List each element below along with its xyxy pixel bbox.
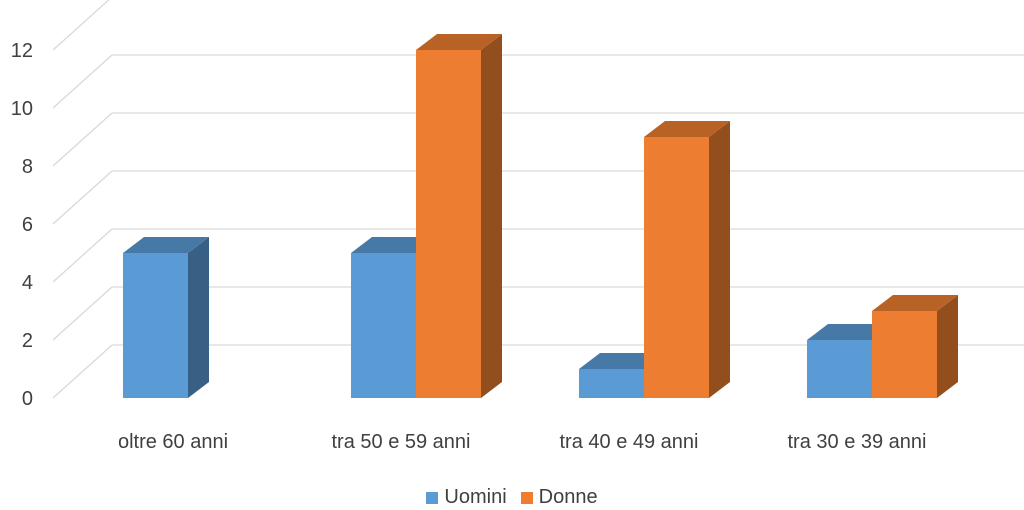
legend-swatch-uomini bbox=[426, 491, 439, 504]
bar-donne-3-side bbox=[937, 295, 958, 398]
legend-item-donne: Donne bbox=[520, 486, 598, 509]
gridline-diag-4 bbox=[52, 228, 113, 283]
bar-uomini-0-top bbox=[123, 237, 209, 253]
bar-donne-2-top bbox=[644, 121, 730, 137]
y-tick-label-12: 12 bbox=[11, 40, 33, 62]
y-tick-label-8: 8 bbox=[22, 156, 33, 178]
bar-uomini-1 bbox=[351, 253, 416, 398]
legend-swatch-donne bbox=[520, 491, 533, 504]
bar-uomini-0-side bbox=[188, 237, 209, 398]
bar-uomini-1-top bbox=[351, 237, 437, 253]
gridline-diag-12 bbox=[52, 0, 110, 51]
bar-donne-1 bbox=[416, 50, 481, 398]
y-tick-label-0: 0 bbox=[22, 388, 33, 410]
legend-label-donne: Donne bbox=[538, 486, 598, 508]
bar-donne-2-side bbox=[709, 121, 730, 398]
y-tick-label-4: 4 bbox=[22, 272, 33, 294]
y-tick-label-6: 6 bbox=[22, 214, 33, 236]
gridline-diag-2 bbox=[52, 286, 113, 341]
bar-donne-1-side bbox=[481, 34, 502, 398]
bar-donne-1-top bbox=[416, 34, 502, 50]
bar-uomini-2 bbox=[579, 369, 644, 398]
gridline-diag-10 bbox=[52, 54, 113, 109]
bar-donne-3 bbox=[872, 311, 937, 398]
x-tick-label-3: tra 30 e 39 anni bbox=[788, 431, 927, 453]
legend-label-uomini: Uomini bbox=[444, 486, 507, 508]
gridline-diag-0 bbox=[52, 344, 113, 399]
legend-item-uomini: Uomini bbox=[426, 486, 507, 509]
x-tick-label-0: oltre 60 anni bbox=[118, 431, 228, 453]
bar-uomini-0 bbox=[123, 253, 188, 398]
y-tick-label-2: 2 bbox=[22, 330, 33, 352]
bar-uomini-3-top bbox=[807, 324, 893, 340]
bar-uomini-2-top bbox=[579, 353, 665, 369]
gridline-diag-8 bbox=[52, 112, 113, 167]
gridline-diag-6 bbox=[52, 170, 113, 225]
chart-plot: 0 2 4 6 8 10 12 oltre 60 anni tra 50 e 59 anni tr… bbox=[11, 0, 1024, 453]
bar-donne-2 bbox=[644, 137, 709, 398]
bar-uomini-3 bbox=[807, 340, 872, 398]
legend: Uomini Donne bbox=[0, 486, 1024, 509]
x-tick-label-1: tra 50 e 59 anni bbox=[332, 431, 471, 453]
bar-donne-3-top bbox=[872, 295, 958, 311]
x-tick-label-2: tra 40 e 49 anni bbox=[560, 431, 699, 453]
y-tick-label-10: 10 bbox=[11, 98, 33, 120]
